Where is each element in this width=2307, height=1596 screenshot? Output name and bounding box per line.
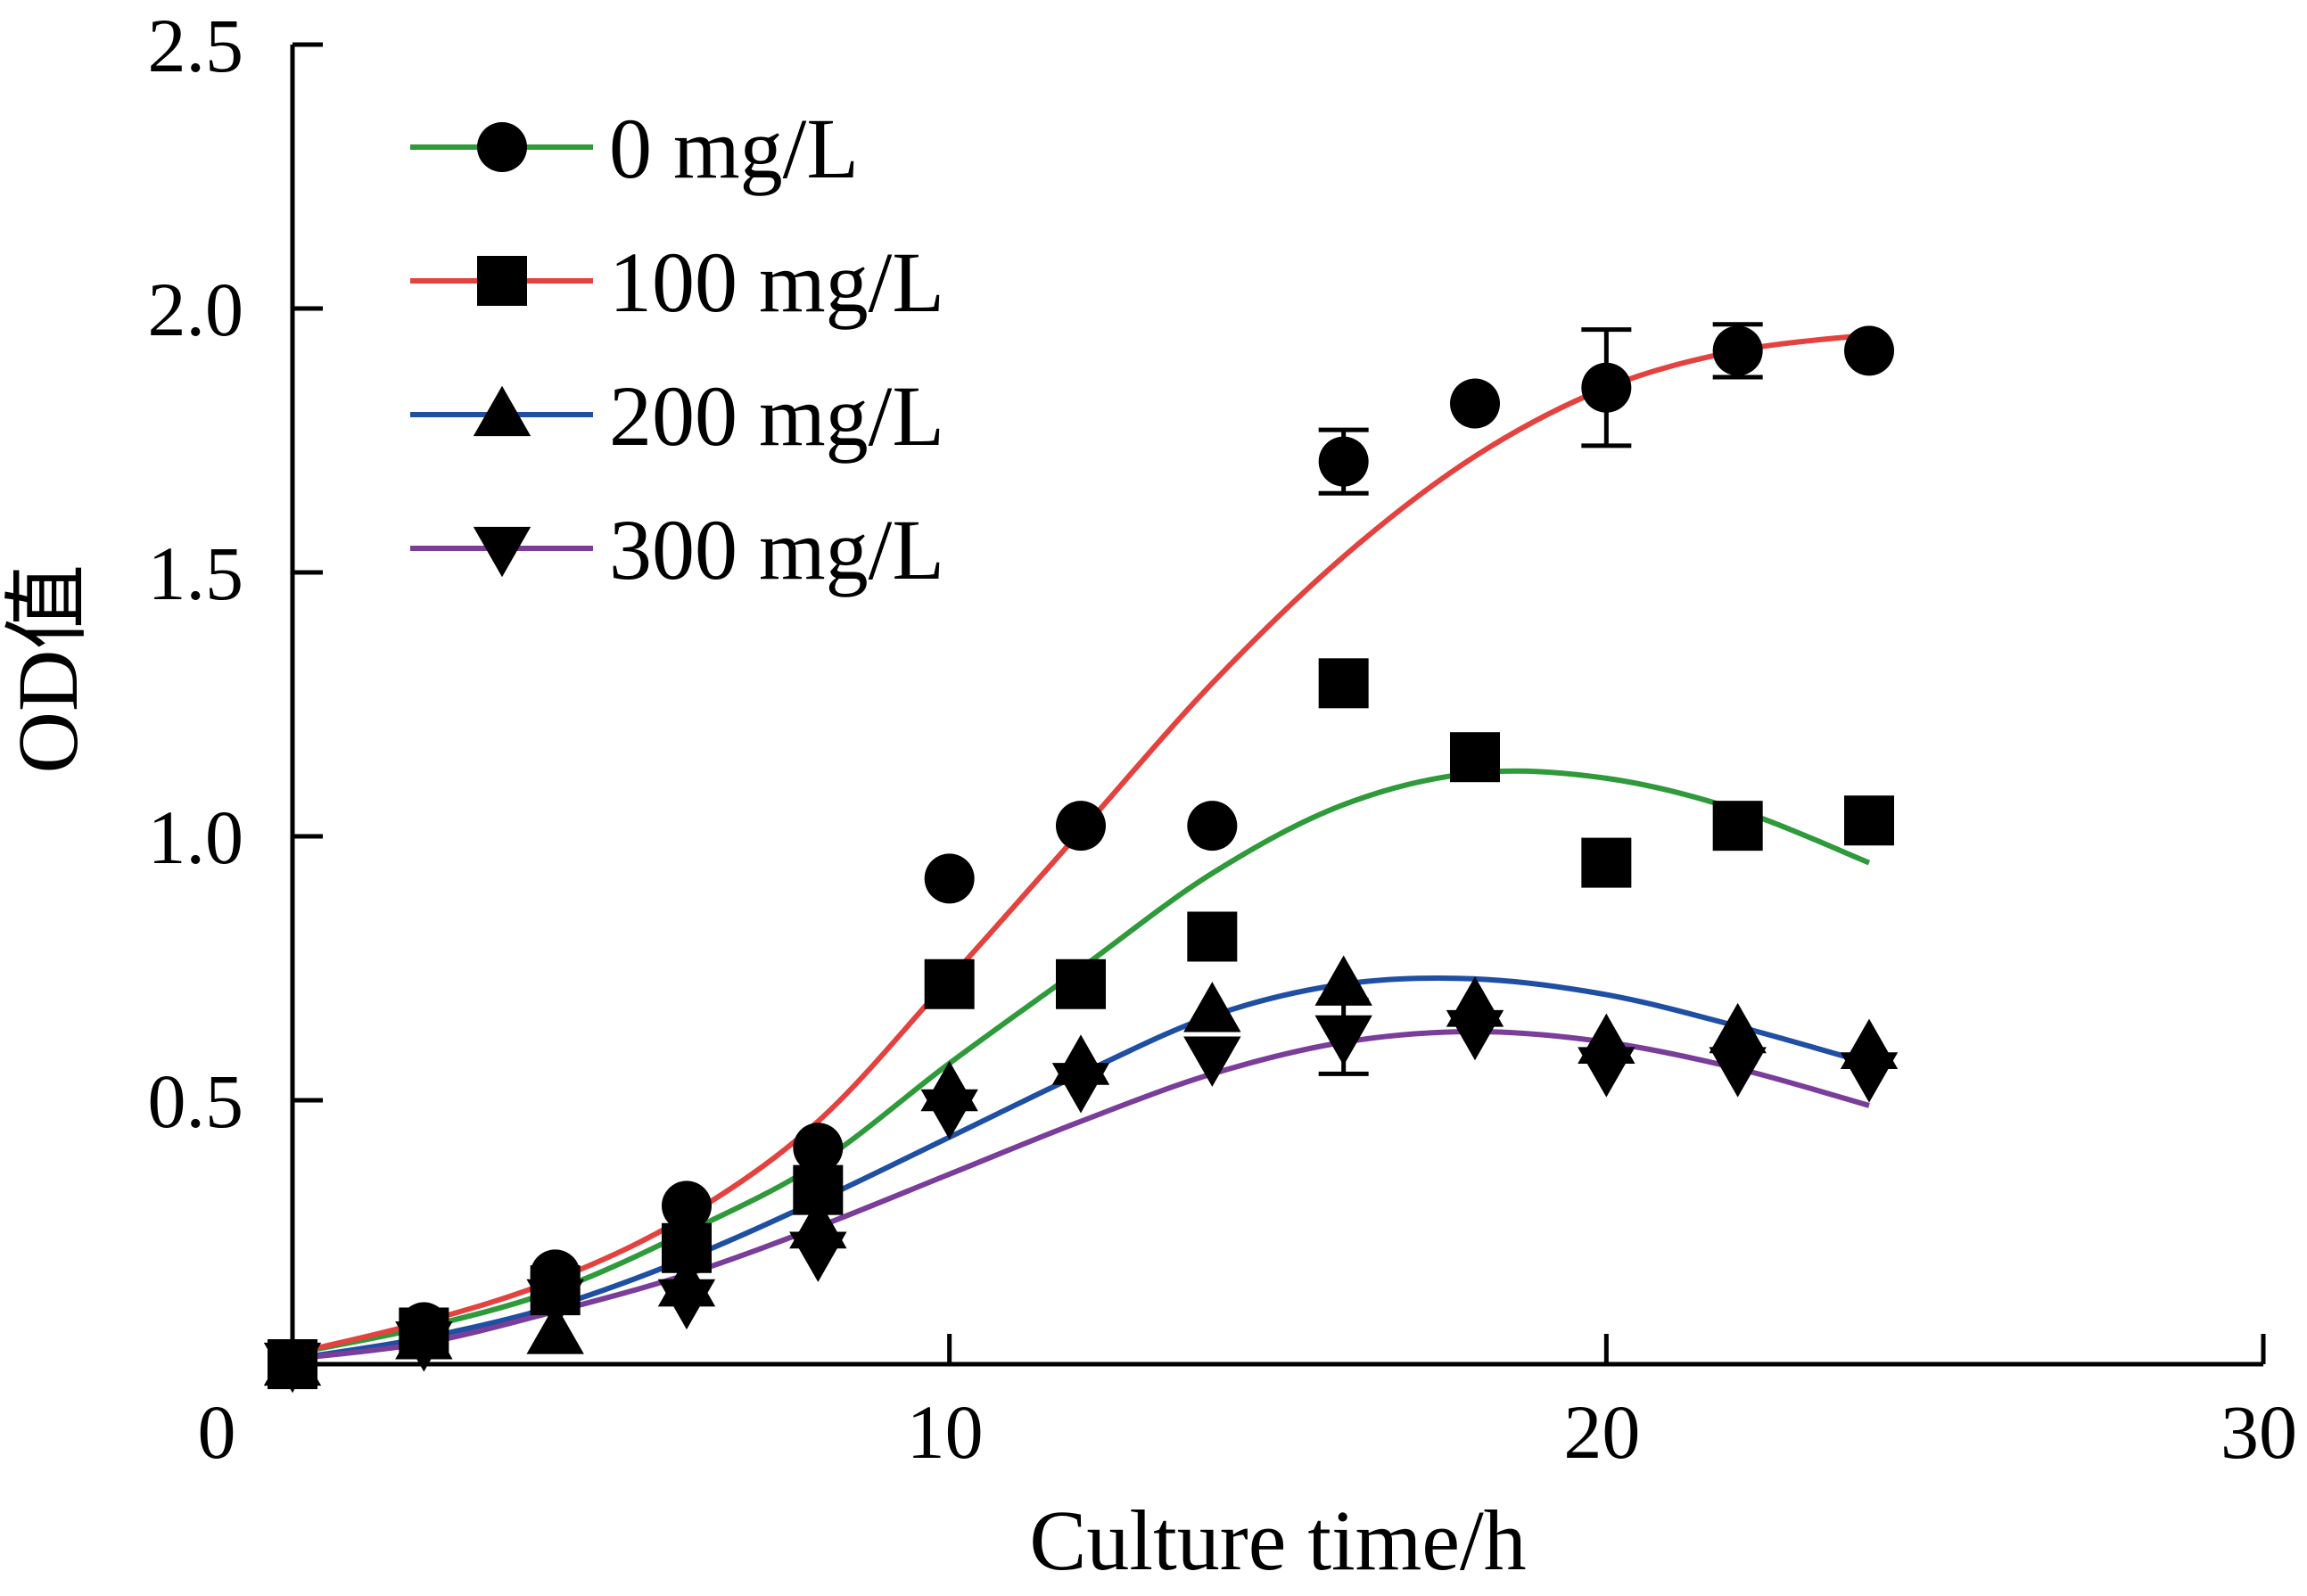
data-point-square: [1450, 732, 1500, 783]
data-point-square: [1581, 837, 1632, 888]
data-point-triangle-down: [920, 1089, 978, 1140]
legend-marker-triangle-down: [473, 526, 531, 578]
data-point-triangle-up: [1183, 982, 1241, 1032]
data-point-triangle-down: [657, 1279, 716, 1330]
data-markers-layer: [263, 325, 1899, 1394]
data-point-triangle-down: [526, 1279, 584, 1330]
legend: 0 mg/L 100 mg/L 200 mg/L 300 mg/L: [410, 101, 944, 597]
data-point-square: [1187, 911, 1238, 962]
data-point-triangle-down: [1314, 1015, 1372, 1066]
data-point-triangle-down: [1840, 1052, 1899, 1103]
data-point-triangle-down: [1051, 1063, 1110, 1114]
data-point-triangle-down: [395, 1321, 453, 1372]
legend-entry: 300 mg/L: [410, 502, 944, 597]
data-point-square: [1318, 658, 1369, 709]
data-point-square: [1844, 795, 1894, 846]
data-point-square: [1712, 801, 1763, 851]
legend-label: 200 mg/L: [609, 368, 944, 464]
data-point-circle: [1712, 325, 1763, 376]
y-tick-label: 1.5: [148, 531, 244, 616]
data-point-triangle-down: [789, 1231, 847, 1282]
legend-label: 100 mg/L: [609, 234, 944, 330]
data-point-circle: [1450, 378, 1500, 429]
x-axis-title: Culture time/h: [1029, 1493, 1526, 1588]
data-point-triangle-up: [1314, 955, 1372, 1006]
legend-marker-circle: [477, 122, 527, 172]
data-point-circle: [924, 853, 975, 904]
y-tick-label: 0.5: [148, 1058, 244, 1144]
data-point-triangle-up: [1709, 1002, 1767, 1054]
data-point-square: [1056, 958, 1106, 1009]
x-tick-label: 20: [1563, 1389, 1640, 1475]
legend-entry: 200 mg/L: [410, 368, 944, 464]
y-tick-label: 2.0: [148, 267, 244, 352]
data-point-triangle-down: [1709, 1047, 1767, 1098]
x-tick-label: 10: [907, 1389, 984, 1475]
legend-entry: 0 mg/L: [410, 101, 859, 196]
axis-ticks-layer: 0 10 20 30 0.5 1.0 1.5 2.0 2.5: [148, 3, 2298, 1475]
y-tick-label: 1.0: [148, 794, 244, 880]
legend-label: 0 mg/L: [609, 101, 859, 196]
data-point-circle: [1318, 436, 1369, 487]
legend-entry: 100 mg/L: [410, 234, 944, 330]
error-bars-layer: [1318, 322, 1763, 1076]
data-point-triangle-down: [263, 1342, 322, 1394]
y-tick-label: 2.5: [148, 3, 244, 88]
legend-marker-triangle-up: [473, 385, 531, 437]
data-point-circle: [1844, 325, 1894, 376]
data-point-triangle-down: [1446, 1009, 1504, 1061]
data-point-triangle-down: [1183, 1036, 1241, 1087]
y-axis-title: OD值: [0, 564, 95, 774]
data-point-circle: [1056, 801, 1106, 851]
data-point-circle: [1581, 362, 1632, 413]
data-point-circle: [1187, 801, 1238, 851]
x-tick-label: 30: [2220, 1389, 2297, 1475]
data-point-square: [924, 958, 975, 1009]
x-tick-label: 0: [198, 1389, 236, 1475]
data-point-circle: [662, 1181, 712, 1231]
data-point-triangle-down: [1578, 1047, 1635, 1098]
legend-label: 300 mg/L: [609, 502, 944, 597]
data-point-circle: [793, 1123, 844, 1173]
axes: [290, 45, 2263, 1367]
legend-marker-square: [477, 256, 527, 306]
